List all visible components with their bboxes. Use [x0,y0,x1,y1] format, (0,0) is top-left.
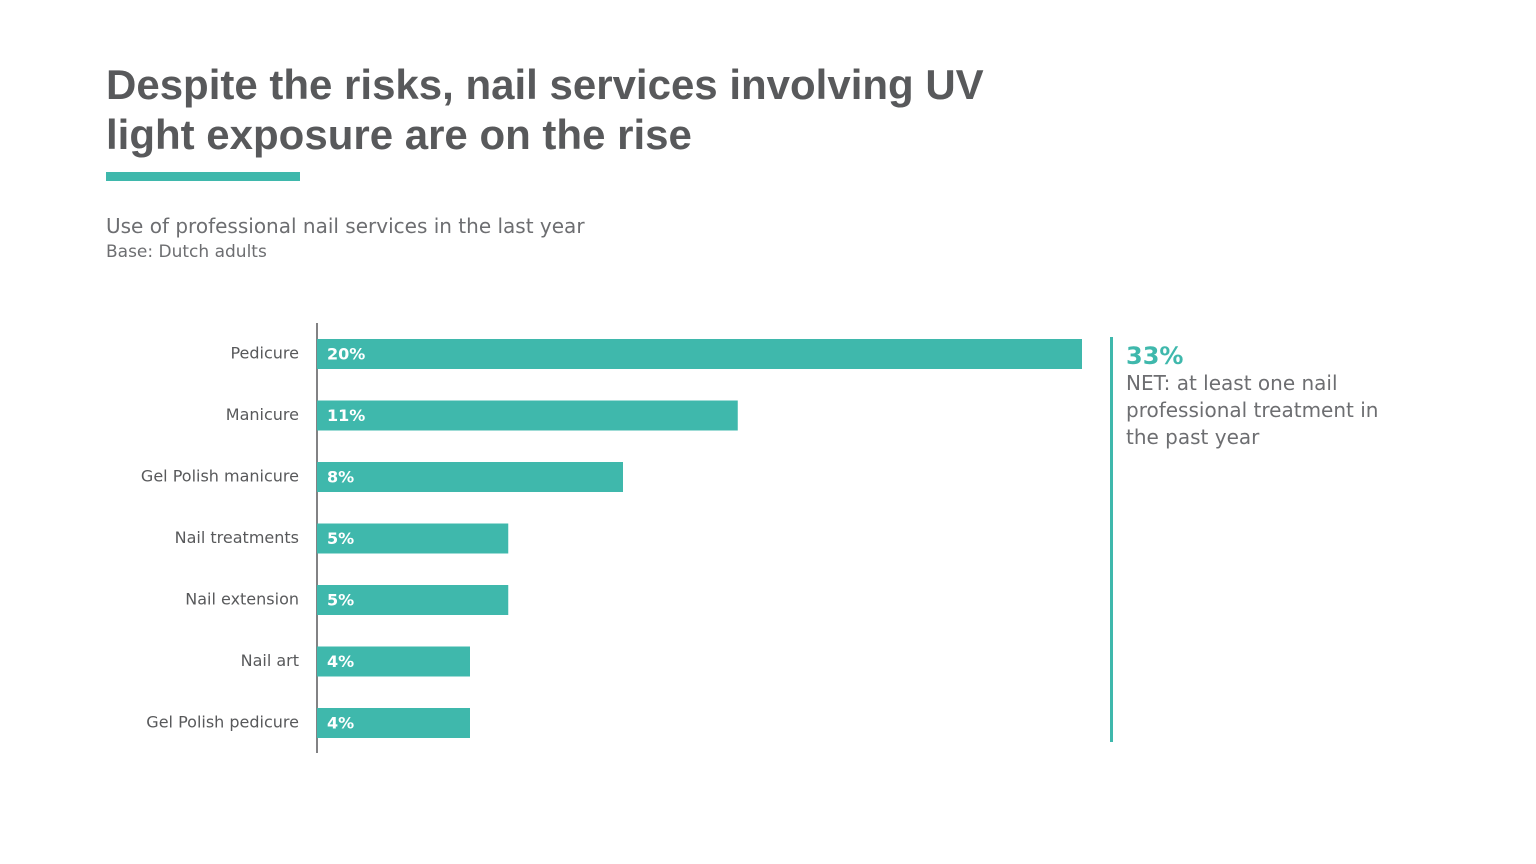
bar [317,523,509,554]
bar [317,339,1082,369]
category-label: Gel Polish manicure [141,467,299,486]
bar [317,462,623,492]
value-label: 4% [327,652,354,671]
bar [317,646,470,677]
category-label: Manicure [226,405,299,424]
title-underline [106,172,300,181]
chart-subtitle: Use of professional nail services in the… [106,214,585,238]
bar [317,400,738,431]
value-label: 20% [327,345,365,364]
category-label: Nail treatments [175,528,299,547]
slide-title: Despite the risks, nail services involvi… [106,61,984,158]
value-label: 5% [327,591,354,610]
net-text: NET: at least one nail professional trea… [1126,371,1379,449]
category-label: Pedicure [230,344,299,363]
base-note: Base: Dutch adults [106,242,267,262]
category-label: Nail extension [185,590,299,609]
value-label: 8% [327,468,354,487]
net-value: 33% [1126,342,1184,370]
value-label: 11% [327,406,365,425]
chart: Pedicure 20% Manicure 11% Gel Polish manicur… [141,323,1082,753]
net-annotation: 33% NET: at least one nail professional … [1110,337,1386,742]
value-label: 5% [327,529,354,548]
category-label: Nail art [241,651,299,670]
bar [317,708,470,738]
value-label: 4% [327,714,354,733]
bar [317,585,509,615]
category-label: Gel Polish pedicure [146,713,299,732]
